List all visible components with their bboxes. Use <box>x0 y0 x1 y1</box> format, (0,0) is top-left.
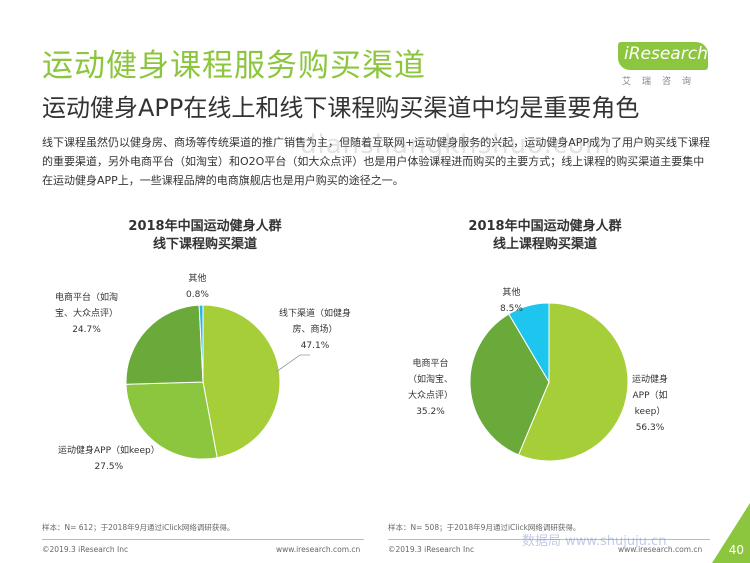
right-label-ecom-l1: 电商平台 <box>412 359 449 369</box>
right-label-other-l1: 其他 <box>502 288 521 298</box>
description-paragraph: 线下课程虽然仍以健身房、商场等传统渠道的推广销售为主，但随着互联网+运动健身服务… <box>42 136 711 187</box>
left-label-other-l1: 其他 <box>188 274 207 284</box>
footer-url-left[interactable]: www.iresearch.com.cn <box>276 545 361 554</box>
watermark-text: dianshangkhshuo.com <box>300 130 612 160</box>
page-number: 40 <box>728 543 744 557</box>
footer-url-right[interactable]: www.iresearch.com.cn <box>618 545 703 554</box>
chart-right-title-line1: 2018年中国运动健身人群 <box>468 219 622 234</box>
logo-text: iResearch <box>624 44 708 64</box>
right-value-app: 56.3% <box>635 423 665 433</box>
left-label-app-l1: 运动健身APP（如keep） <box>58 446 160 456</box>
footer-watermark: 数据局 www.shujuju.cn <box>522 534 667 549</box>
chart-right-title: 2018年中国运动健身人群 线上课程购买渠道 <box>430 218 660 254</box>
iresearch-logo: iResearch 艾瑞咨询 <box>618 38 713 88</box>
left-pie-slice-2 <box>125 304 204 385</box>
footer-divider-right <box>388 539 710 540</box>
page-subtitle: 运动健身APP在线上和线下课程购买渠道中均是重要角色 <box>42 94 640 122</box>
chart-right-title-line2: 线上课程购买渠道 <box>492 237 597 252</box>
right-label-ecom: 电商平台 （如淘宝、 大众点评） 35.2% <box>408 356 453 420</box>
right-value-ecom: 35.2% <box>416 407 445 417</box>
left-value-app: 27.5% <box>94 462 124 472</box>
right-pie-slice-2 <box>508 302 550 384</box>
left-offline-leader-line <box>275 354 310 373</box>
left-label-ecom-l2: 宝、大众点评） <box>55 309 119 319</box>
right-pie-slice-0 <box>517 302 629 462</box>
left-pie-slice-3 <box>198 304 204 383</box>
left-value-offline: 47.1% <box>300 341 330 351</box>
left-label-app: 运动健身APP（如keep） 27.5% <box>58 443 160 475</box>
left-label-other: 其他 0.8% <box>186 271 209 303</box>
footer-divider-left <box>42 539 364 540</box>
corner-decoration <box>712 503 750 563</box>
logo-subtext: 艾瑞咨询 <box>622 77 703 87</box>
chart-left-title-line1: 2018年中国运动健身人群 <box>128 219 282 234</box>
right-label-app-l1: 运动健身 <box>632 375 669 385</box>
left-pie-slice-0 <box>202 304 281 459</box>
right-label-other: 其他 8.5% <box>500 285 523 317</box>
chart-left-title-line2: 线下课程购买渠道 <box>152 237 257 252</box>
right-label-ecom-l3: 大众点评） <box>408 391 454 401</box>
right-label-app-l2: APP（如 <box>632 391 668 401</box>
right-label-ecom-l2: （如淘宝、 <box>408 375 454 385</box>
right-label-app-l3: keep） <box>634 407 666 417</box>
logo-badge <box>618 42 708 70</box>
footer-copyright-right: ©2019.3 iResearch Inc <box>388 545 475 554</box>
right-label-app: 运动健身 APP（如 keep） 56.3% <box>632 372 668 436</box>
left-label-ecom-l1: 电商平台（如淘 <box>55 293 119 303</box>
left-value-ecom: 24.7% <box>72 325 101 335</box>
chart-left-title: 2018年中国运动健身人群 线下课程购买渠道 <box>90 218 320 254</box>
page-title: 运动健身课程服务购买渠道 <box>42 48 426 84</box>
left-label-offline-l1: 线下渠道（如健身 <box>279 309 352 319</box>
left-value-other: 0.8% <box>186 290 209 300</box>
left-label-offline: 线下渠道（如健身 房、商场） 47.1% <box>279 306 351 354</box>
left-label-offline-l2: 房、商场） <box>292 325 338 335</box>
left-label-ecom: 电商平台（如淘 宝、大众点评） 24.7% <box>55 290 118 338</box>
left-pie-slice-1 <box>125 381 218 460</box>
footer-copyright-left: ©2019.3 iResearch Inc <box>42 545 129 554</box>
right-value-other: 8.5% <box>500 304 523 314</box>
sample-note-left: 样本：N= 612；于2018年9月通过iClick网络调研获得。 <box>42 523 235 532</box>
sample-note-right: 样本：N= 508；于2018年9月通过iClick网络调研获得。 <box>388 523 581 532</box>
